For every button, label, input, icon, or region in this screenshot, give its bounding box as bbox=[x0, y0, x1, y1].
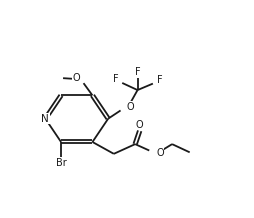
Text: F: F bbox=[135, 66, 140, 77]
Text: F: F bbox=[157, 75, 162, 85]
Text: O: O bbox=[127, 102, 134, 112]
Text: Br: Br bbox=[56, 158, 67, 168]
Text: N: N bbox=[41, 114, 49, 124]
Text: F: F bbox=[113, 74, 119, 84]
Text: O: O bbox=[136, 120, 144, 130]
Text: O: O bbox=[72, 73, 80, 83]
Text: O: O bbox=[156, 148, 164, 158]
